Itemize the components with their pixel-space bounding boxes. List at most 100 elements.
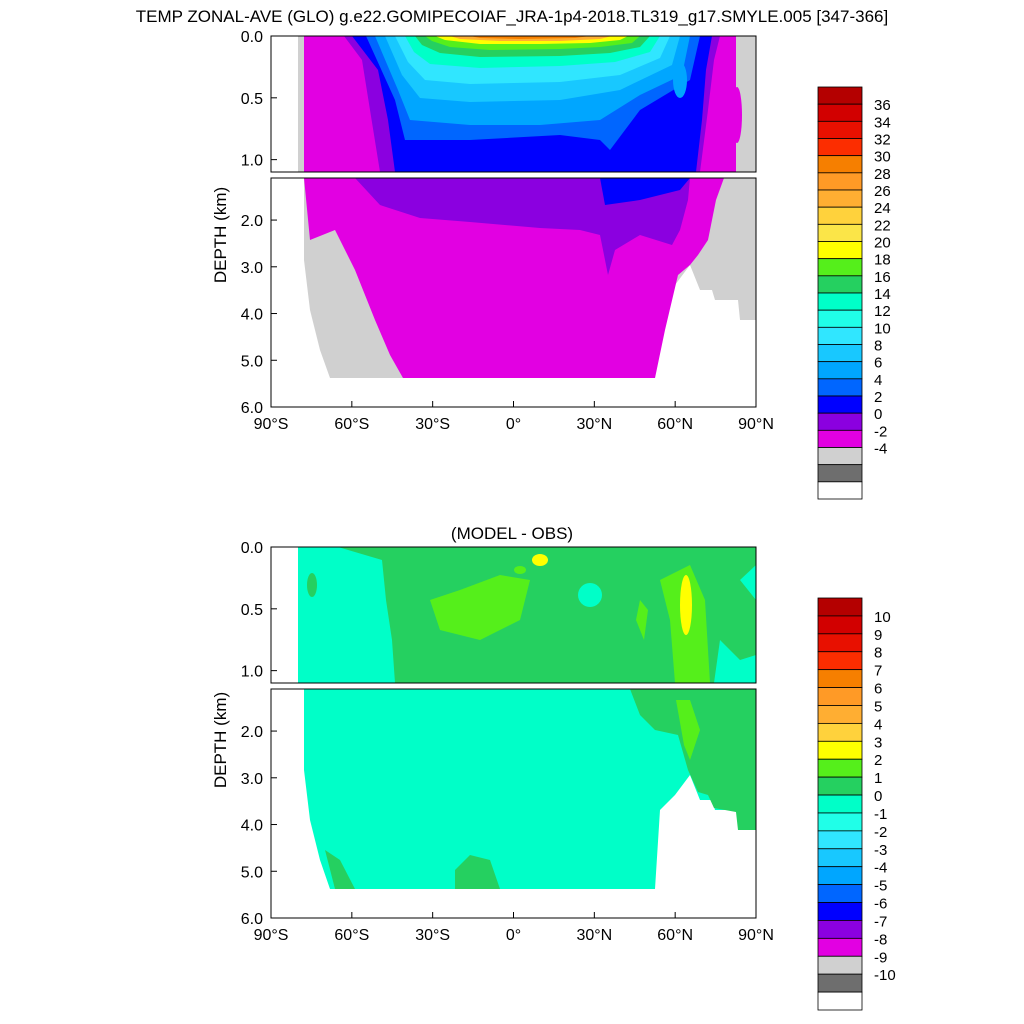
x-tick-label: 30°S	[415, 927, 450, 944]
colorbar-swatch	[817, 669, 863, 688]
colorbar-swatch	[817, 395, 863, 414]
difference-y-axis-label: DEPTH (km)	[211, 692, 230, 788]
colorbar-label: 18	[874, 252, 891, 269]
colorbar-label: -4	[874, 441, 887, 458]
y-tick-label: 2.0	[241, 213, 263, 230]
colorbar-swatch	[817, 138, 863, 157]
colorbar-label: -7	[874, 913, 887, 930]
difference-axes: 90°S 60°S 30°S 0° 30°N 60°N 90°N 0.0 0.5 1.0 2.0 3.…	[241, 540, 774, 944]
colorbar-label: 3	[874, 734, 882, 751]
colorbar-label: 24	[874, 200, 891, 217]
x-tick-label: 60°S	[334, 927, 369, 944]
colorbar-label: 6	[874, 355, 882, 372]
colorbar-label: 30	[874, 149, 891, 166]
y-tick-label: 3.0	[241, 771, 263, 788]
y-tick-label: 4.0	[241, 307, 263, 324]
colorbar-label: -1	[874, 806, 887, 823]
colorbar-label: 10	[874, 609, 891, 626]
colorbar-swatch	[817, 991, 863, 1011]
colorbar-swatch	[817, 830, 863, 850]
colorbar-swatch	[817, 241, 863, 260]
y-tick-label: 1.0	[241, 153, 263, 170]
x-tick-label: 90°S	[254, 927, 289, 944]
colorbar-swatch	[817, 687, 863, 706]
colorbar-swatch	[817, 758, 863, 778]
colorbar-label: -8	[874, 931, 887, 948]
x-tick-label: 90°N	[738, 927, 774, 944]
colorbar-label: 32	[874, 132, 891, 149]
y-tick-label: 0.0	[241, 29, 263, 46]
colorbar-swatch	[817, 258, 863, 277]
colorbar-swatch	[817, 740, 863, 760]
colorbar-label: 0	[874, 406, 882, 423]
colorbar-label: -4	[874, 860, 887, 877]
colorbar-swatch	[817, 866, 863, 886]
x-tick-label: 90°N	[738, 416, 774, 433]
colorbar-swatch	[817, 973, 863, 993]
colorbar-swatch	[817, 344, 863, 363]
colorbar-swatch	[817, 223, 863, 242]
colorbar-swatch	[817, 722, 863, 742]
colorbar-swatch	[817, 447, 863, 466]
colorbar-swatch	[817, 651, 863, 671]
colorbar-swatch	[817, 429, 863, 448]
y-tick-label: 4.0	[241, 818, 263, 835]
temperature-upper-field	[271, 36, 756, 172]
colorbar-label: 16	[874, 269, 891, 286]
colorbar-swatch	[817, 937, 863, 957]
colorbar-swatch	[817, 326, 863, 345]
colorbar-swatch	[817, 776, 863, 796]
colorbar-label: -6	[874, 896, 887, 913]
difference-upper-field	[271, 547, 756, 683]
colorbar-swatch	[817, 884, 863, 903]
colorbar-label: 4	[874, 372, 882, 389]
colorbar-label: 2	[874, 752, 882, 769]
colorbar-label: 8	[874, 645, 882, 662]
colorbar-swatch	[817, 902, 863, 921]
colorbar-swatch	[817, 794, 863, 814]
colorbar-swatch	[817, 955, 863, 975]
temperature-panel: DEPTH (km) 90°S 60°S 30°S 0° 30°N 60°N 90°N 0.0…	[211, 29, 891, 500]
colorbar-label: 9	[874, 627, 882, 644]
colorbar-label: -3	[874, 842, 887, 859]
x-tick-label: 60°N	[657, 927, 693, 944]
temperature-lower-field	[271, 178, 756, 407]
colorbar-label: 22	[874, 217, 891, 234]
colorbar-swatch	[817, 615, 863, 635]
y-tick-label: 5.0	[241, 864, 263, 881]
colorbar-label: 4	[874, 716, 882, 733]
colorbar-label: 26	[874, 183, 891, 200]
difference-panel-title: (MODEL - OBS)	[451, 524, 573, 543]
colorbar-label: 6	[874, 681, 882, 698]
colorbar-label: -9	[874, 949, 887, 966]
figure-title: TEMP ZONAL-AVE (GLO) g.e22.GOMIPECOIAF_J…	[136, 7, 888, 26]
x-tick-label: 30°N	[576, 927, 612, 944]
colorbar-swatch	[817, 812, 863, 832]
colorbar-label: 0	[874, 788, 882, 805]
colorbar-swatch	[817, 705, 863, 724]
colorbar-swatch	[817, 206, 863, 225]
y-tick-label: 2.0	[241, 724, 263, 741]
colorbar-swatch	[817, 633, 863, 653]
x-tick-label: 0°	[506, 416, 521, 433]
colorbar-label: 34	[874, 114, 891, 131]
colorbar-swatch	[817, 412, 863, 431]
y-tick-label: 0.5	[241, 602, 263, 619]
colorbar-swatch	[817, 120, 863, 139]
colorbar-label: 28	[874, 166, 891, 183]
difference-panel: (MODEL - OBS) DEPTH (km) 90°S 60°S 30°S 0° 3…	[211, 524, 896, 1011]
y-tick-label: 0.5	[241, 91, 263, 108]
colorbar-label: 7	[874, 663, 882, 680]
colorbar-swatch	[817, 481, 863, 500]
y-tick-label: 5.0	[241, 353, 263, 370]
y-tick-label: 3.0	[241, 260, 263, 277]
x-tick-label: 0°	[506, 927, 521, 944]
colorbar-swatch	[817, 309, 863, 328]
x-tick-label: 30°N	[576, 416, 612, 433]
colorbar-swatch	[817, 189, 863, 208]
colorbar-swatch	[817, 464, 863, 483]
colorbar-label: 36	[874, 97, 891, 114]
colorbar-swatch	[817, 292, 863, 311]
colorbar-label: 5	[874, 698, 882, 715]
